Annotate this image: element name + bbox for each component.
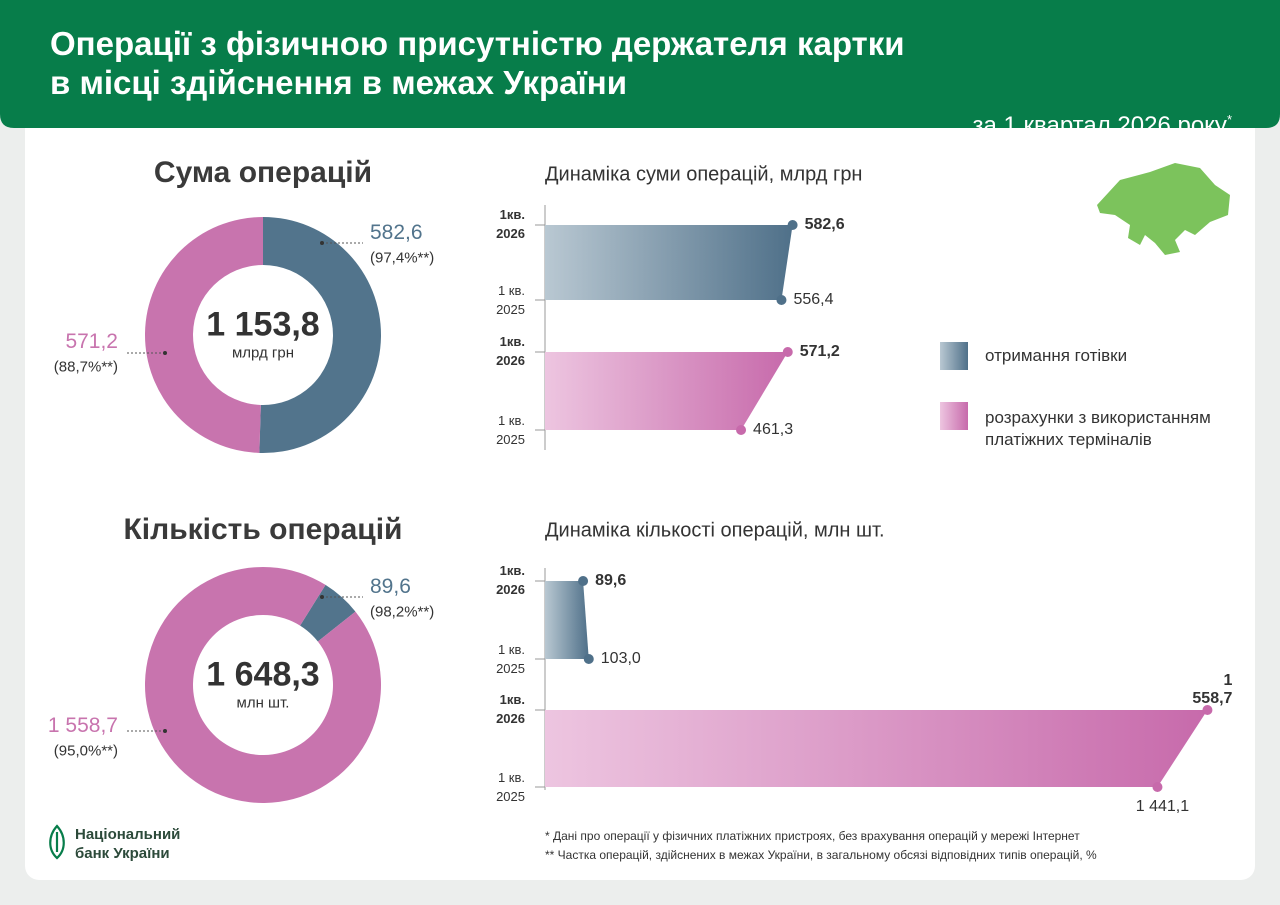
period-note: * [1226,112,1232,127]
point [583,654,594,664]
point [1202,705,1213,715]
category-label: 1 кв. 2025 [496,642,525,676]
legend-label: отримання готівки [985,346,1128,365]
value-label: 1 441,1 [1135,798,1190,815]
point [776,295,787,305]
value-label: 582,6 [804,216,845,233]
value-label: 571,2 [799,343,840,360]
donut-segment [145,217,263,453]
value-label: 1 558,7 [1192,672,1233,707]
slope-bar [545,352,788,430]
share-label: (98,2%**) [370,603,435,621]
point [1152,782,1163,792]
value-label: 1 558,7 [47,714,118,737]
slope-bar [545,710,1208,787]
legend-swatch [940,402,968,430]
point [787,220,798,230]
point [736,425,747,435]
share-label: (95,0%**) [53,742,118,760]
value-label: 103,0 [600,650,641,667]
legend-label: розрахунки з використанням платіжних тер… [985,408,1211,449]
leader-dot [320,241,324,245]
category-label: 1кв. 2026 [496,207,525,241]
slope-bar [545,225,793,300]
period: за 1 квартал 2026 року [972,112,1227,139]
category-label: 1кв. 2026 [496,692,525,726]
category-label: 1 кв. 2025 [496,770,525,804]
category-label: 1 кв. 2025 [496,413,525,447]
header-title: Операції з фізичною присутністю держател… [50,25,905,62]
value-label: 571,2 [65,330,118,353]
leader-dot [163,729,167,733]
donut-segment [144,566,381,803]
leader-dot [320,595,324,599]
category-label: 1 кв. 2025 [496,283,525,317]
logo-icon [49,824,65,860]
category-label: 1кв. 2026 [496,563,525,597]
donut-unit: млрд грн [231,344,295,362]
value-label: 461,3 [753,421,794,438]
point [578,576,589,586]
donut-segment [259,217,382,453]
category-label: 1кв. 2026 [496,334,525,368]
donut-total: 1 648,3 [206,655,320,694]
share-label: (97,4%**) [370,249,435,267]
chart-title: Динаміка суми операцій, млрд грн [545,163,863,186]
header-period: за 1 квартал 2026 року* [972,84,1232,140]
leader-dot [163,351,167,355]
share-label: (88,7%**) [53,358,118,376]
chart-title: Кількість операцій [123,513,403,546]
chart-title: Сума операцій [153,156,373,189]
logo-text: Національний банк України [75,826,181,862]
donut-total: 1 153,8 [206,305,320,344]
ukraine-map [1097,163,1230,255]
header-band [0,0,1280,128]
value-label: 89,6 [370,575,411,598]
slope-bar [545,581,589,659]
value-label: 582,6 [370,221,423,244]
footnote: ** Частка операцій, здійснених в межах У… [545,848,1097,862]
value-label: 89,6 [595,572,627,589]
value-label: 556,4 [793,291,834,308]
donut-segment [300,584,356,642]
legend-swatch [940,342,968,370]
point [782,347,793,357]
chart-title: Динаміка кількості операцій, млн шт. [545,519,885,542]
header-title: в місці здійснення в межах України [50,64,628,101]
footnote: * Дані про операції у фізичних платіжних… [545,829,1080,843]
donut-unit: млн шт. [236,694,290,712]
